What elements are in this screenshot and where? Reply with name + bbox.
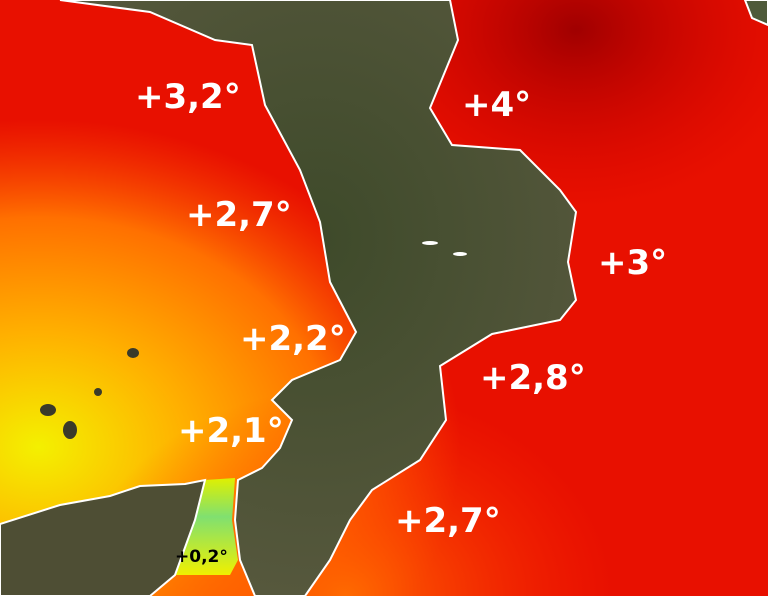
island [40, 404, 56, 416]
anomaly-label: +4° [462, 85, 532, 125]
anomaly-label: +2,7° [395, 501, 501, 541]
lake [453, 252, 467, 256]
anomaly-label: +3° [598, 243, 668, 283]
island [127, 348, 139, 358]
anomaly-label: +2,8° [480, 358, 586, 398]
anomaly-label: +2,7° [186, 195, 292, 235]
anomaly-label: +2,1° [178, 411, 284, 451]
land-top-right [743, 0, 768, 27]
calabria-landmass [59, 0, 578, 596]
anomaly-label: +3,2° [135, 77, 241, 117]
island [63, 421, 77, 439]
anomaly-label: +2,2° [240, 319, 346, 359]
strait-of-messina [175, 478, 238, 575]
anomaly-label-strait: +0,2° [175, 547, 228, 567]
island [94, 388, 102, 396]
lake [422, 241, 438, 245]
sicily-landmass [0, 478, 207, 596]
